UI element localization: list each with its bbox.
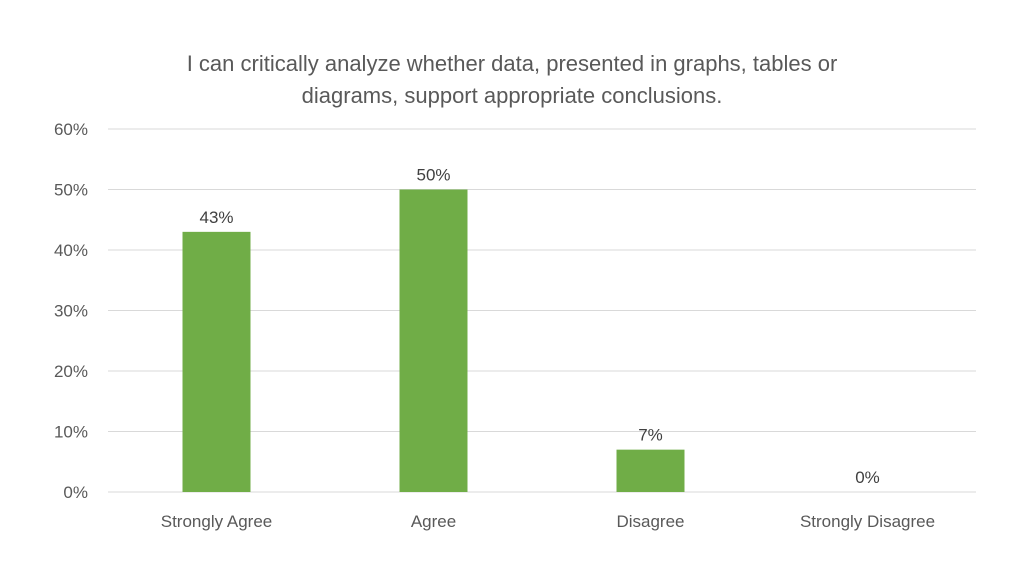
x-tick-label: Strongly Agree bbox=[161, 512, 273, 531]
y-tick-label: 10% bbox=[54, 423, 88, 442]
x-tick-label: Agree bbox=[411, 512, 456, 531]
data-label: 43% bbox=[199, 208, 233, 227]
x-tick-label: Strongly Disagree bbox=[800, 512, 935, 531]
data-label: 7% bbox=[638, 426, 663, 445]
chart-title: I can critically analyze whether data, p… bbox=[0, 48, 1024, 112]
chart-title-line-2: diagrams, support appropriate conclusion… bbox=[301, 83, 723, 108]
data-label: 50% bbox=[416, 166, 450, 185]
chart-title-line-1: I can critically analyze whether data, p… bbox=[186, 51, 838, 76]
bar bbox=[182, 231, 251, 492]
y-tick-label: 50% bbox=[54, 181, 88, 200]
x-tick-label: Disagree bbox=[616, 512, 684, 531]
data-label: 0% bbox=[855, 468, 880, 487]
y-tick-label: 30% bbox=[54, 302, 88, 321]
bar bbox=[616, 449, 685, 492]
y-tick-label: 20% bbox=[54, 362, 88, 381]
y-tick-label: 60% bbox=[54, 120, 88, 139]
y-tick-label: 40% bbox=[54, 241, 88, 260]
y-tick-label: 0% bbox=[63, 483, 88, 502]
bar bbox=[399, 189, 468, 492]
